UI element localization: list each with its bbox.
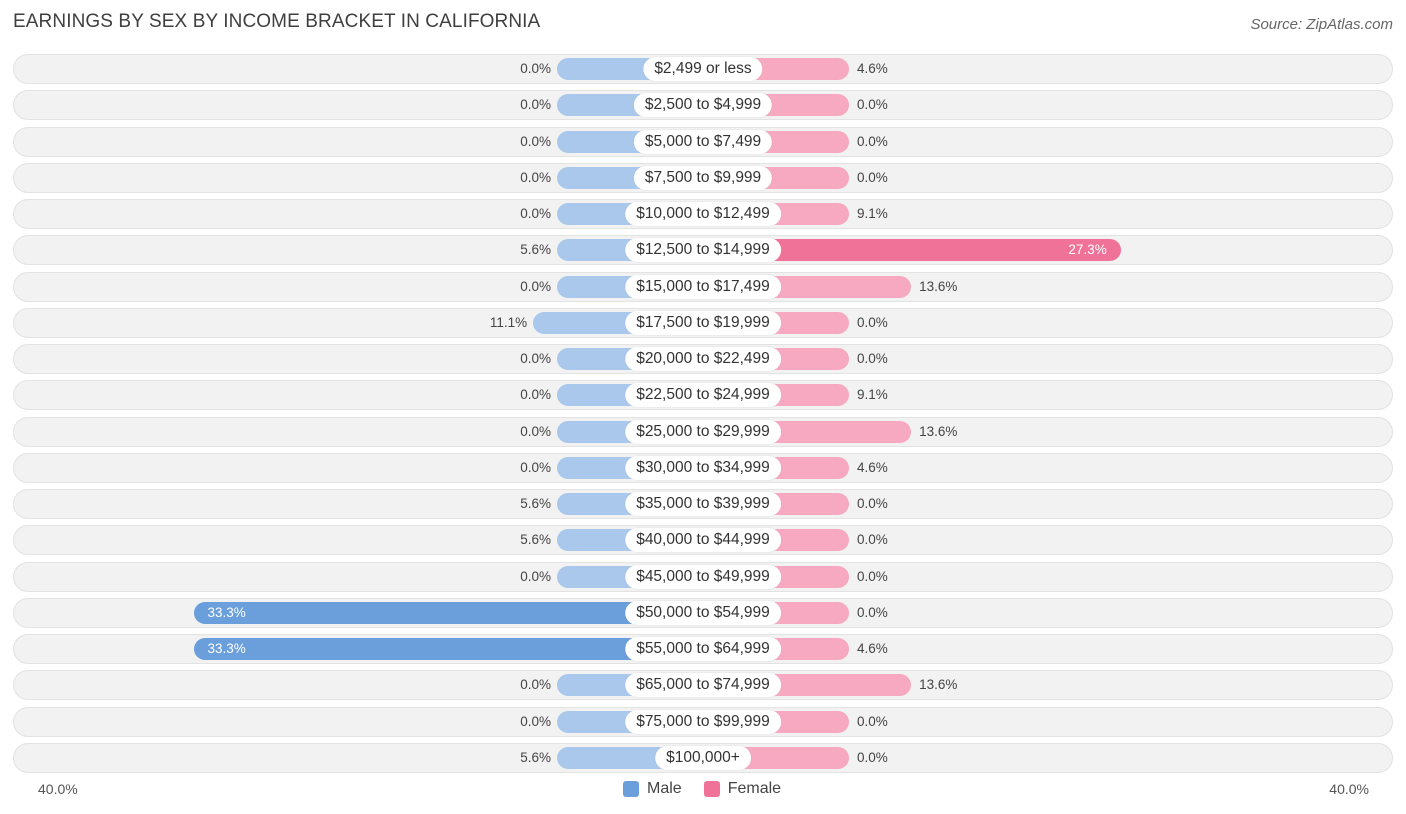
value-label-male: 0.0%	[520, 61, 551, 76]
value-label-female: 0.0%	[857, 314, 888, 330]
value-label-male: 5.6%	[520, 749, 551, 765]
axis-right-label: 40.0%	[1329, 781, 1369, 797]
category-label: $100,000+	[655, 745, 751, 770]
value-label-female: 27.3%	[1068, 242, 1107, 258]
value-label-male: 0.0%	[520, 423, 551, 439]
category-label: $65,000 to $74,999	[625, 673, 781, 698]
category-label: $7,500 to $9,999	[633, 165, 773, 190]
chart-title: EARNINGS BY SEX BY INCOME BRACKET IN CAL…	[13, 11, 541, 32]
value-label-female: 0.0%	[857, 604, 888, 620]
category-label: $40,000 to $44,999	[625, 528, 781, 553]
value-label-female: 0.0%	[857, 496, 888, 512]
category-label: $22,500 to $24,999	[625, 383, 781, 408]
value-label-male: 0.0%	[520, 568, 551, 584]
value-label-female: 9.1%	[857, 206, 888, 222]
value-label-female: 13.6%	[919, 278, 958, 294]
category-label: $10,000 to $12,499	[625, 202, 781, 227]
value-label-male: 5.6%	[520, 242, 551, 258]
value-label-female: 9.1%	[857, 387, 888, 403]
value-label-male: 0.0%	[520, 351, 551, 367]
category-label: $20,000 to $22,499	[625, 347, 781, 372]
category-label: $17,500 to $19,999	[625, 310, 781, 335]
value-label-male: 0.0%	[520, 713, 551, 729]
category-label: $12,500 to $14,999	[625, 238, 781, 263]
category-label: $25,000 to $29,999	[625, 419, 781, 444]
value-label-female: 0.0%	[857, 568, 888, 584]
bar-male	[193, 638, 703, 661]
legend-swatch-female	[703, 781, 720, 797]
legend-item-male: Male	[623, 780, 682, 798]
category-label: $75,000 to $99,999	[625, 709, 781, 734]
value-label-female: 0.0%	[857, 351, 888, 367]
value-label-female: 13.6%	[919, 423, 958, 439]
bar-female	[703, 239, 1121, 262]
axis-left-label: 40.0%	[38, 781, 78, 797]
value-label-male: 33.3%	[207, 641, 246, 657]
category-label: $35,000 to $39,999	[625, 492, 781, 517]
value-label-female: 0.0%	[857, 749, 888, 765]
source-label: Source: ZipAtlas.com	[1250, 16, 1393, 33]
category-label: $2,500 to $4,999	[633, 93, 773, 118]
value-label-male: 0.0%	[520, 677, 551, 693]
legend-label-male: Male	[647, 780, 682, 797]
value-label-female: 0.0%	[857, 532, 888, 548]
value-label-male: 5.6%	[520, 532, 551, 548]
legend-swatch-male	[623, 781, 639, 797]
legend: Male Female	[623, 779, 803, 799]
category-label: $45,000 to $49,999	[625, 564, 781, 589]
value-label-female: 0.0%	[857, 713, 888, 729]
value-label-female: 0.0%	[857, 97, 888, 113]
value-label-female: 4.6%	[857, 61, 888, 76]
value-label-male: 5.6%	[520, 496, 551, 512]
value-label-female: 4.6%	[857, 459, 888, 475]
value-label-male: 0.0%	[520, 206, 551, 222]
category-label: $5,000 to $7,499	[633, 129, 773, 154]
legend-item-female: Female	[703, 780, 782, 798]
legend-label-female: Female	[727, 780, 782, 797]
category-label: $15,000 to $17,499	[625, 274, 781, 299]
category-label: $30,000 to $34,999	[625, 455, 781, 480]
value-label-male: 0.0%	[520, 169, 551, 185]
category-label: $50,000 to $54,999	[625, 600, 781, 625]
value-label-male: 0.0%	[520, 278, 551, 294]
value-label-male: 11.1%	[489, 314, 528, 330]
value-label-female: 13.6%	[919, 677, 958, 693]
value-label-female: 0.0%	[857, 169, 888, 185]
value-label-female: 4.6%	[857, 641, 888, 657]
value-label-male: 0.0%	[520, 133, 551, 149]
category-label: $2,499 or less	[643, 57, 763, 81]
value-label-male: 0.0%	[520, 387, 551, 403]
bar-male	[193, 601, 703, 624]
value-label-male: 0.0%	[520, 97, 551, 113]
value-label-male: 33.3%	[207, 604, 246, 620]
value-label-male: 0.0%	[520, 459, 551, 475]
category-label: $55,000 to $64,999	[625, 637, 781, 662]
value-label-female: 0.0%	[857, 133, 888, 149]
